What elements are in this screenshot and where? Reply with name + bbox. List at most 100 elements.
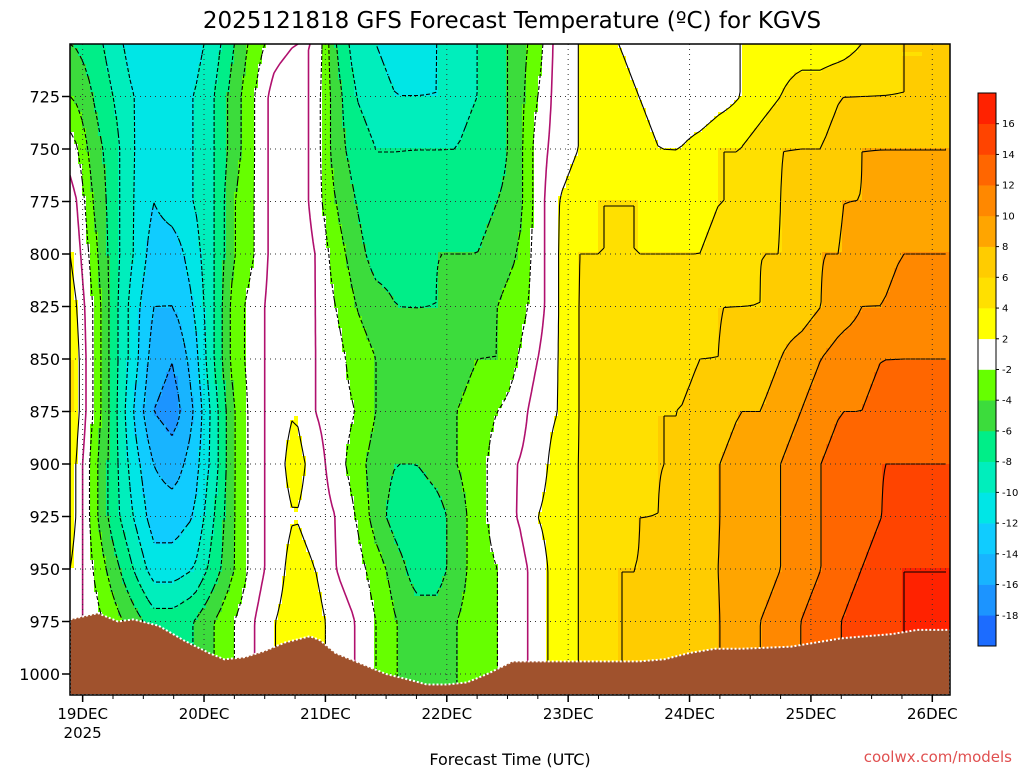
heat-cell [178, 432, 183, 437]
heat-cell [74, 444, 79, 449]
heat-cell [182, 112, 187, 117]
heat-cell [174, 460, 179, 465]
heat-cell [110, 360, 115, 365]
heat-cell [170, 464, 175, 469]
heat-cell [166, 184, 171, 189]
heat-cell [186, 208, 191, 213]
heat-cell [134, 596, 139, 601]
heat-cell [146, 72, 151, 77]
heat-cell [174, 160, 179, 165]
heat-cell [146, 228, 151, 233]
heat-cell [86, 132, 91, 137]
heat-cell [74, 588, 79, 593]
heat-cell [154, 128, 159, 133]
heat-cell [130, 136, 135, 141]
heat-cell [122, 544, 127, 549]
heat-cell [94, 544, 99, 549]
heat-cell [178, 356, 183, 361]
heat-cell [114, 568, 119, 573]
heat-cell [142, 52, 147, 57]
heat-cell [186, 148, 191, 153]
heat-cell [146, 140, 151, 145]
heat-cell [182, 188, 187, 193]
heat-cell [138, 236, 143, 241]
heat-cell [150, 384, 155, 389]
heat-cell [134, 180, 139, 185]
heat-cell [78, 432, 83, 437]
heat-cell [170, 288, 175, 293]
heat-cell [102, 340, 107, 345]
heat-cell [82, 100, 87, 105]
heat-cell [102, 596, 107, 601]
heat-cell [158, 160, 163, 165]
heat-cell [130, 356, 135, 361]
heat-cell [170, 52, 175, 57]
heat-cell [150, 72, 155, 77]
heat-cell [122, 572, 127, 577]
heat-cell [110, 484, 115, 489]
heat-cell [186, 104, 191, 109]
heat-cell [174, 496, 179, 501]
heat-cell [158, 124, 163, 129]
heat-cell [134, 588, 139, 593]
heat-cell [146, 60, 151, 65]
heat-cell [98, 500, 103, 505]
heat-cell [162, 184, 167, 189]
heat-cell [98, 316, 103, 321]
heat-cell [78, 444, 83, 449]
heat-cell [122, 316, 127, 321]
heat-cell [186, 588, 191, 593]
heat-cell [186, 320, 191, 325]
heat-cell [162, 356, 167, 361]
heat-cell [86, 212, 91, 217]
heat-cell [142, 140, 147, 145]
heat-cell [170, 272, 175, 277]
heat-cell [162, 88, 167, 93]
heat-cell [98, 56, 103, 61]
heat-cell [150, 412, 155, 417]
heat-cell [114, 196, 119, 201]
heat-cell [110, 580, 115, 585]
heat-cell [74, 280, 79, 285]
heat-cell [174, 96, 179, 101]
heat-cell [174, 512, 179, 517]
heat-cell [102, 336, 107, 341]
heat-cell [182, 388, 187, 393]
heat-cell [114, 272, 119, 277]
heat-cell [110, 456, 115, 461]
heat-cell [170, 592, 175, 597]
heat-cell [138, 200, 143, 205]
heat-cell [126, 240, 131, 245]
heat-cell [110, 288, 115, 293]
heat-cell [154, 620, 159, 625]
heat-cell [98, 372, 103, 377]
heat-cell [126, 232, 131, 237]
heat-cell [138, 68, 143, 73]
heat-cell [190, 80, 195, 85]
heat-cell [126, 196, 131, 201]
heat-cell [186, 580, 191, 585]
heat-cell [162, 372, 167, 377]
heat-cell [178, 208, 183, 213]
heat-cell [162, 204, 167, 209]
heat-cell [170, 612, 175, 617]
heat-cell [178, 572, 183, 577]
heat-cell [182, 492, 187, 497]
heat-cell [138, 368, 143, 373]
heat-cell [146, 132, 151, 137]
heat-cell [154, 548, 159, 553]
heat-cell [74, 356, 79, 361]
heat-cell [118, 116, 123, 121]
heat-cell [158, 364, 163, 369]
heat-cell [146, 604, 151, 609]
heat-cell [134, 504, 139, 509]
heat-cell [158, 444, 163, 449]
heat-cell [154, 160, 159, 165]
heat-cell [130, 592, 135, 597]
heat-cell [122, 216, 127, 221]
heat-cell [74, 396, 79, 401]
heat-cell [150, 352, 155, 357]
heat-cell [138, 508, 143, 513]
heat-cell [90, 576, 95, 581]
heat-cell [174, 344, 179, 349]
